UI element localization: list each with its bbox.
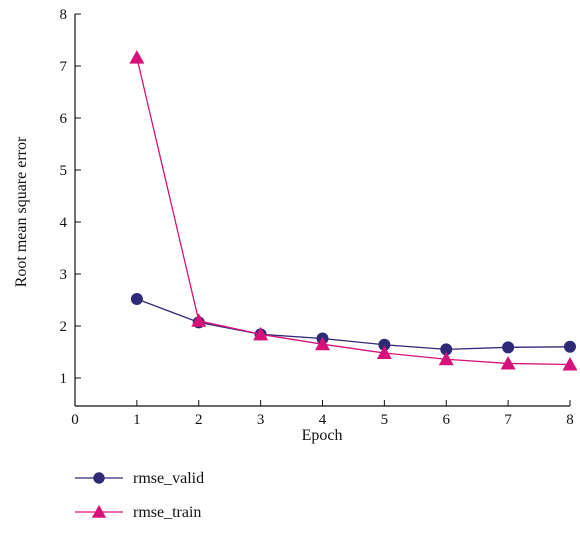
rmse_valid-point bbox=[440, 343, 453, 356]
rmse_train-series bbox=[129, 50, 578, 371]
x-tick-label: 1 bbox=[133, 412, 141, 428]
rmse_valid-point bbox=[564, 340, 576, 353]
y-tick-label: 8 bbox=[60, 7, 68, 23]
x-tick-label: 6 bbox=[443, 412, 451, 428]
rmse_train-point bbox=[438, 351, 454, 366]
rmse_train-line bbox=[136, 57, 571, 366]
y-axis-title: Root mean square error bbox=[13, 136, 30, 287]
x-tick-label: 0 bbox=[71, 412, 79, 428]
legend-entry-rmse_train: rmse_train bbox=[75, 504, 201, 521]
x-tick-label: 4 bbox=[319, 412, 327, 428]
rmse_train-point bbox=[253, 326, 269, 341]
x-tick-label: 7 bbox=[504, 412, 512, 428]
y-tick-label: 2 bbox=[60, 319, 68, 335]
y-tick-label: 7 bbox=[60, 59, 68, 75]
y-tick-label: 4 bbox=[60, 215, 68, 231]
x-tick-label: 2 bbox=[195, 412, 203, 428]
x-axis-title: Epoch bbox=[302, 427, 343, 444]
legend-label: rmse_valid bbox=[133, 470, 204, 487]
y-tick-label: 3 bbox=[60, 267, 68, 283]
rmse_train-point bbox=[376, 345, 392, 360]
series-layer bbox=[129, 50, 578, 371]
legend-entry-rmse_valid: rmse_valid bbox=[75, 470, 204, 487]
y-tick-label: 1 bbox=[60, 371, 68, 387]
axis-ticks: 0 1 2 3 4 5 6 7 8 1 2 3 4 5 6 7 8 bbox=[60, 7, 574, 428]
rmse_valid-point bbox=[130, 292, 143, 305]
rmse_valid-point bbox=[93, 472, 105, 484]
rmse_train-point bbox=[562, 356, 578, 371]
legend: rmse_valid rmse_train bbox=[75, 470, 204, 521]
rmse_train-point bbox=[500, 355, 516, 370]
rmse_valid-point bbox=[502, 341, 515, 354]
rmse_valid-point bbox=[378, 338, 391, 351]
x-tick-label: 3 bbox=[257, 412, 265, 428]
rmse_train-point bbox=[91, 504, 107, 518]
rmse_valid-line bbox=[136, 298, 571, 351]
x-tick-label: 5 bbox=[381, 412, 389, 428]
legend-label: rmse_train bbox=[133, 504, 201, 521]
rmse_train-point bbox=[191, 313, 207, 327]
y-tick-label: 5 bbox=[60, 163, 68, 179]
y-tick-label: 6 bbox=[60, 111, 68, 127]
rmse_train-point bbox=[129, 50, 145, 64]
rmse_train-point bbox=[315, 336, 330, 351]
x-tick-label: 8 bbox=[566, 412, 574, 428]
